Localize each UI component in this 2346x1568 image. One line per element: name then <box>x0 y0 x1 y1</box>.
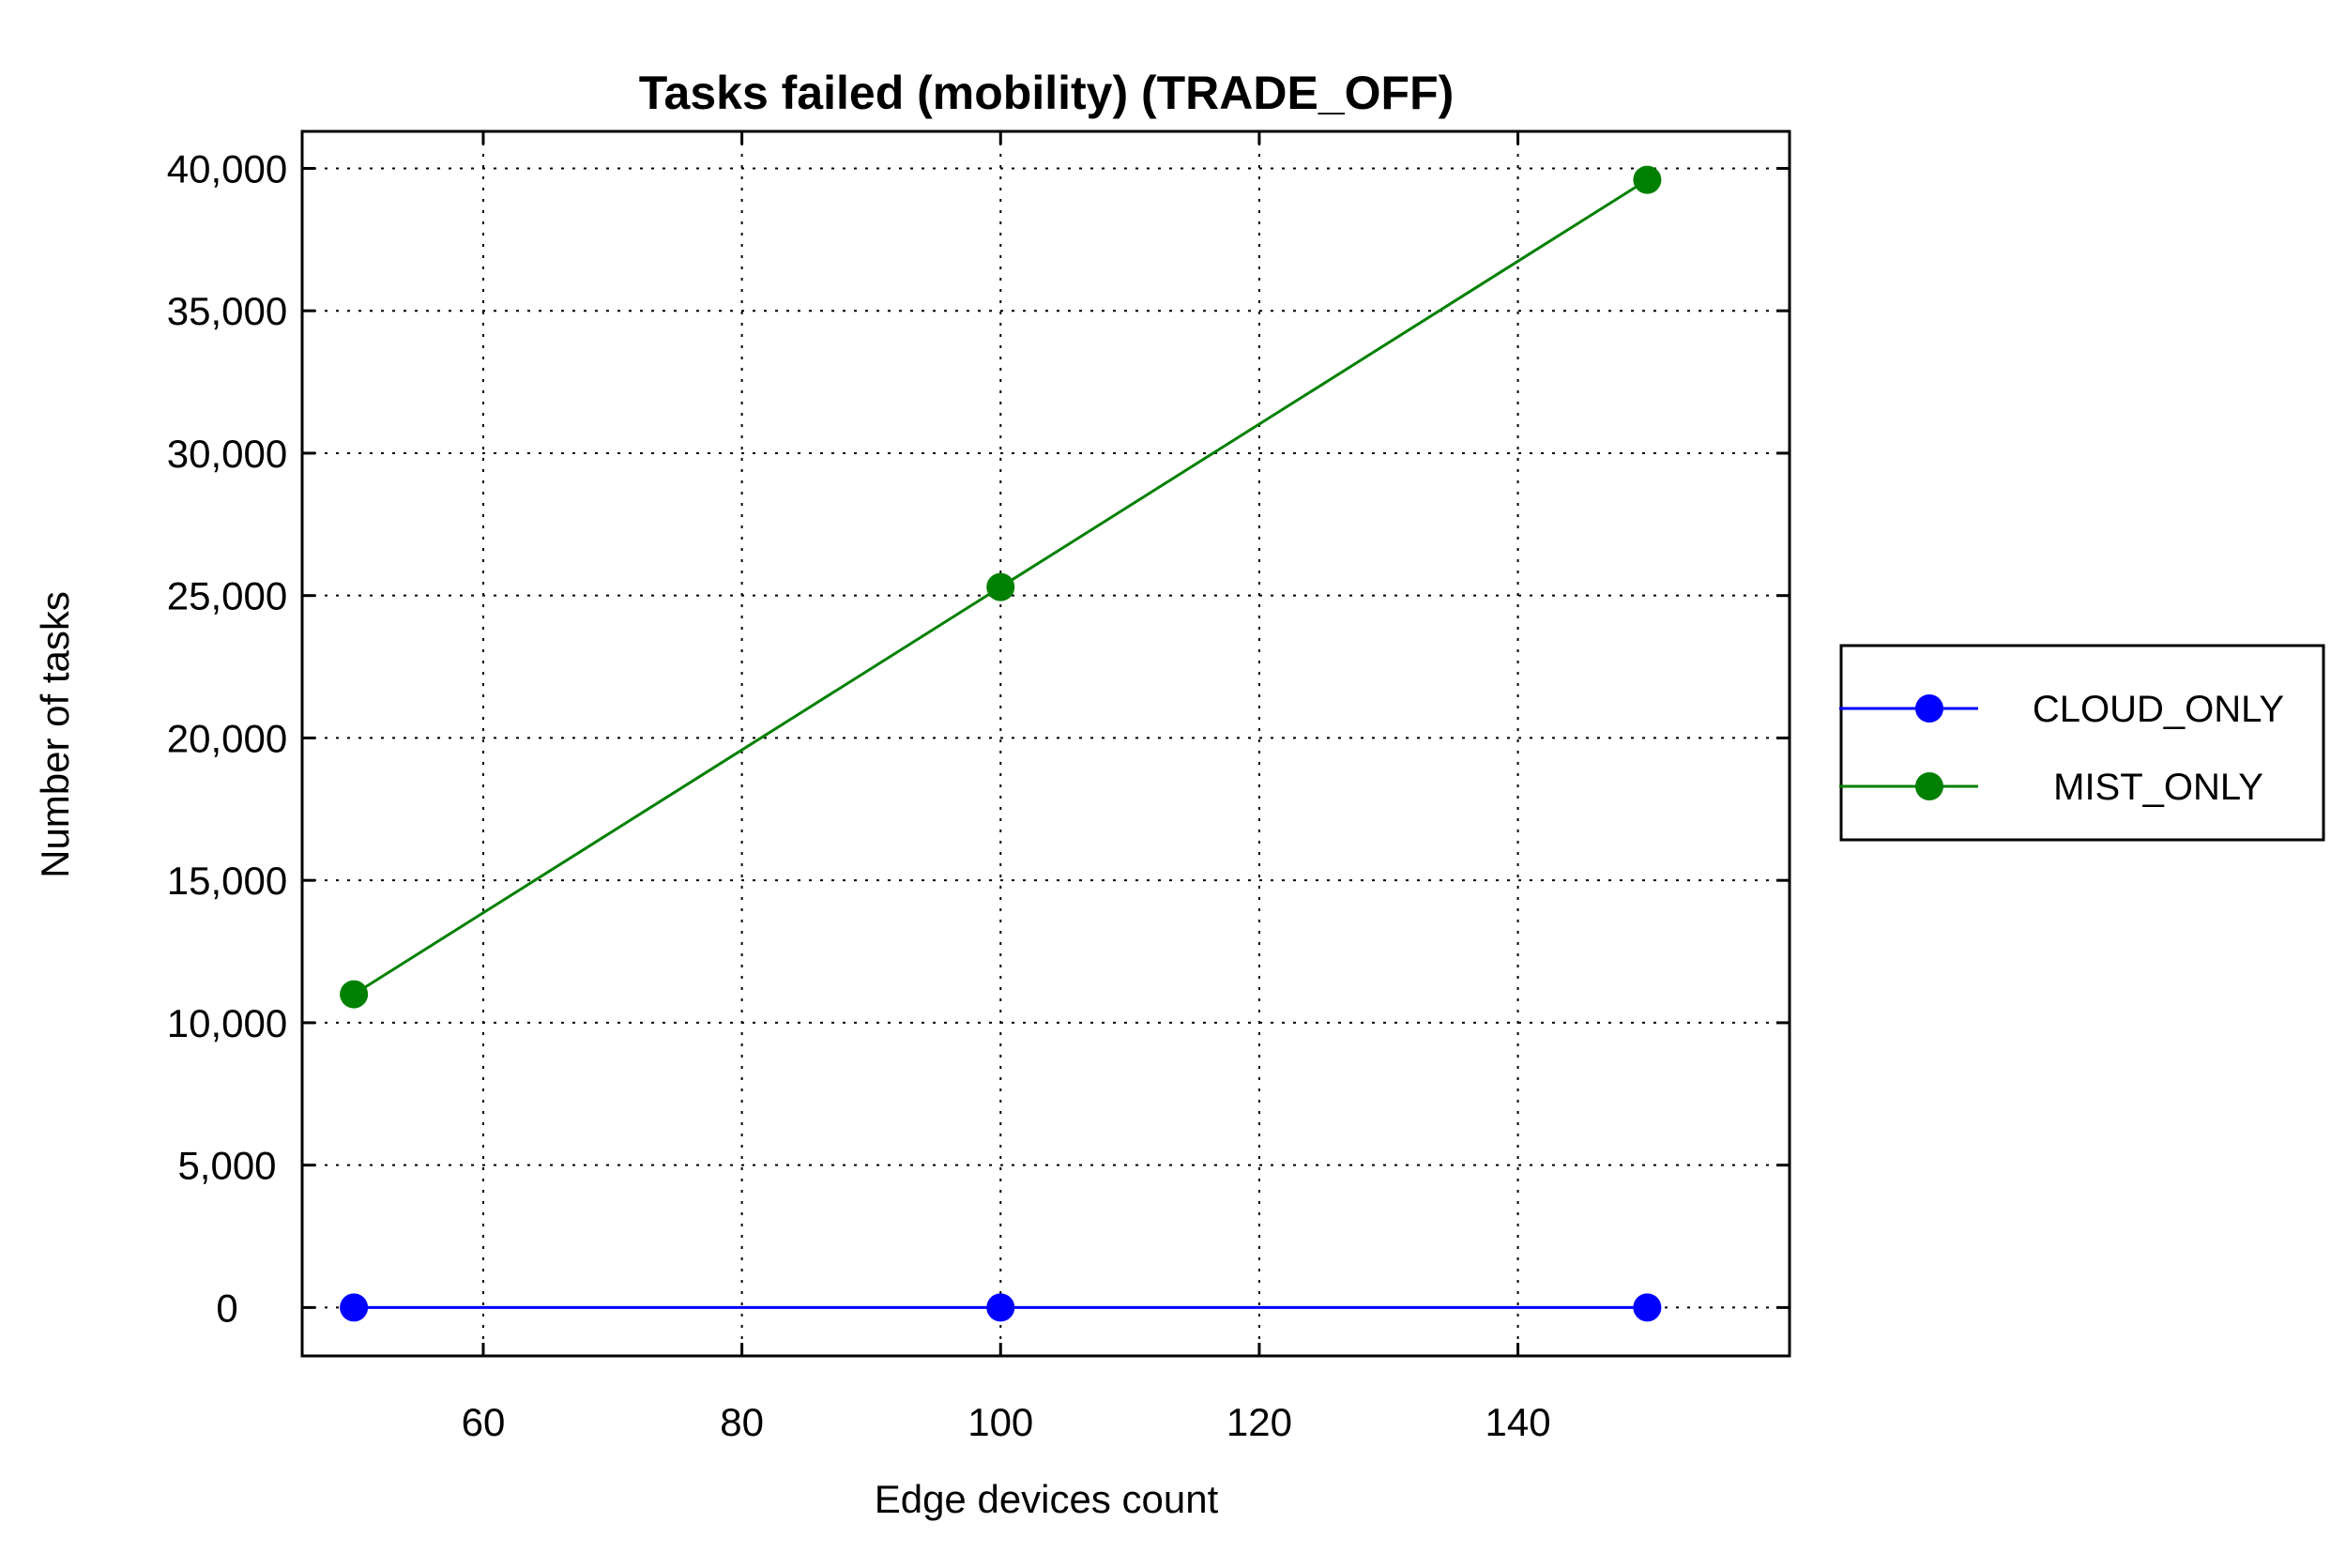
legend-item-mist-only: MIST_ONLY <box>1839 767 2263 808</box>
legend-marker-mist-only <box>1915 772 1943 800</box>
x-tick-label: 60 <box>462 1400 506 1444</box>
data-point-cloud-only <box>986 1293 1015 1322</box>
legend-label-mist-only: MIST_ONLY <box>2053 767 2263 808</box>
legend-marker-cloud-only <box>1915 694 1943 723</box>
y-tick-label: 20,000 <box>167 716 287 760</box>
grid-lines <box>302 131 1790 1356</box>
data-point-mist-only <box>986 572 1015 601</box>
series-cloud-only <box>340 1293 1662 1322</box>
y-tick-label: 0 <box>216 1286 237 1330</box>
data-point-mist-only <box>1633 165 1662 194</box>
y-tick-label: 10,000 <box>167 1001 287 1045</box>
y-tick-label: 35,000 <box>167 289 287 333</box>
y-tick-label: 30,000 <box>167 432 287 476</box>
series-mist-only <box>340 165 1662 1009</box>
chart-title: Tasks failed (mobility) (TRADE_OFF) <box>639 67 1455 119</box>
y-axis-label: Number of tasks <box>33 591 77 878</box>
data-series <box>340 165 1662 1322</box>
legend-box <box>1839 644 2325 842</box>
data-point-cloud-only <box>1633 1293 1662 1322</box>
legend-label-cloud-only: CLOUD_ONLY <box>2033 689 2284 730</box>
legend-items: CLOUD_ONLY MIST_ONLY <box>1839 689 2284 808</box>
plot-frame <box>300 129 1791 1358</box>
x-tick-label: 120 <box>1226 1400 1292 1444</box>
y-tick-label: 15,000 <box>167 859 287 903</box>
y-tick-label: 40,000 <box>167 146 287 190</box>
legend: CLOUD_ONLY MIST_ONLY <box>1839 644 2325 842</box>
x-tick-label: 140 <box>1485 1400 1551 1444</box>
y-tick-label: 25,000 <box>167 574 287 618</box>
x-tick-label: 100 <box>967 1400 1033 1444</box>
data-point-cloud-only <box>340 1293 369 1322</box>
x-axis-label: Edge devices count <box>875 1477 1219 1521</box>
legend-item-cloud-only: CLOUD_ONLY <box>1839 689 2284 730</box>
axis-ticks: 60 80 100 120 140 0 5,000 10,000 15,000 20,000 25,… <box>167 131 1790 1444</box>
x-tick-label: 80 <box>720 1400 764 1444</box>
y-tick-label: 5,000 <box>177 1144 276 1188</box>
data-point-mist-only <box>340 980 369 1009</box>
